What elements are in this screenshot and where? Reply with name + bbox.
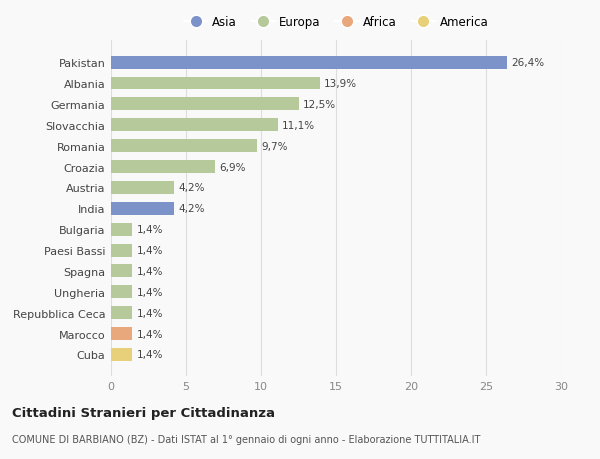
Text: 12,5%: 12,5% [303,100,336,110]
Text: 1,4%: 1,4% [137,225,163,235]
Text: 6,9%: 6,9% [219,162,245,172]
Text: 26,4%: 26,4% [511,58,545,68]
Text: 1,4%: 1,4% [137,287,163,297]
Text: 1,4%: 1,4% [137,350,163,360]
Bar [111,327,132,340]
Text: 11,1%: 11,1% [282,121,315,130]
Text: 4,2%: 4,2% [179,204,205,214]
Bar [111,140,257,153]
Bar [111,161,215,174]
Bar [111,78,320,90]
Bar [111,119,277,132]
Legend: Asia, Europa, Africa, America: Asia, Europa, Africa, America [184,16,488,29]
Bar [111,182,174,195]
Bar [111,244,132,257]
Text: 1,4%: 1,4% [137,266,163,276]
Bar [111,202,174,215]
Text: 1,4%: 1,4% [137,329,163,339]
Bar [111,265,132,278]
Text: 4,2%: 4,2% [179,183,205,193]
Text: 1,4%: 1,4% [137,246,163,256]
Bar [111,348,132,361]
Text: COMUNE DI BARBIANO (BZ) - Dati ISTAT al 1° gennaio di ogni anno - Elaborazione T: COMUNE DI BARBIANO (BZ) - Dati ISTAT al … [12,434,481,444]
Bar [111,98,299,111]
Text: 13,9%: 13,9% [324,79,357,89]
Bar [111,285,132,299]
Text: Cittadini Stranieri per Cittadinanza: Cittadini Stranieri per Cittadinanza [12,406,275,419]
Bar [111,307,132,319]
Bar [111,56,507,69]
Bar [111,223,132,236]
Text: 9,7%: 9,7% [261,141,287,151]
Text: 1,4%: 1,4% [137,308,163,318]
